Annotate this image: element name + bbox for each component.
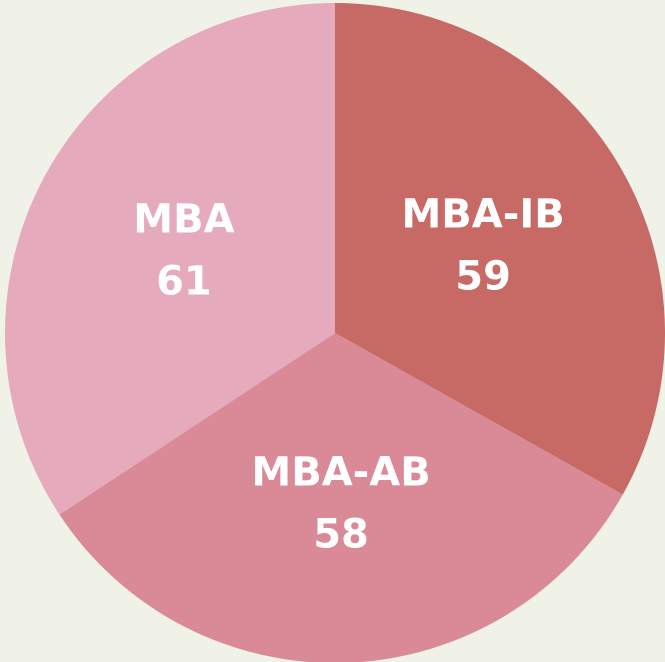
slice-label: MBA-IB	[401, 191, 564, 237]
slice-label: MBA	[133, 197, 234, 243]
pie-slice	[335, 3, 665, 495]
slice-value: 61	[156, 259, 212, 305]
pie-slice	[59, 333, 623, 662]
slice-label: MBA-AB	[251, 449, 430, 495]
slice-value: 58	[313, 511, 369, 557]
pie-slice	[5, 3, 336, 515]
slice-value: 59	[455, 253, 511, 299]
